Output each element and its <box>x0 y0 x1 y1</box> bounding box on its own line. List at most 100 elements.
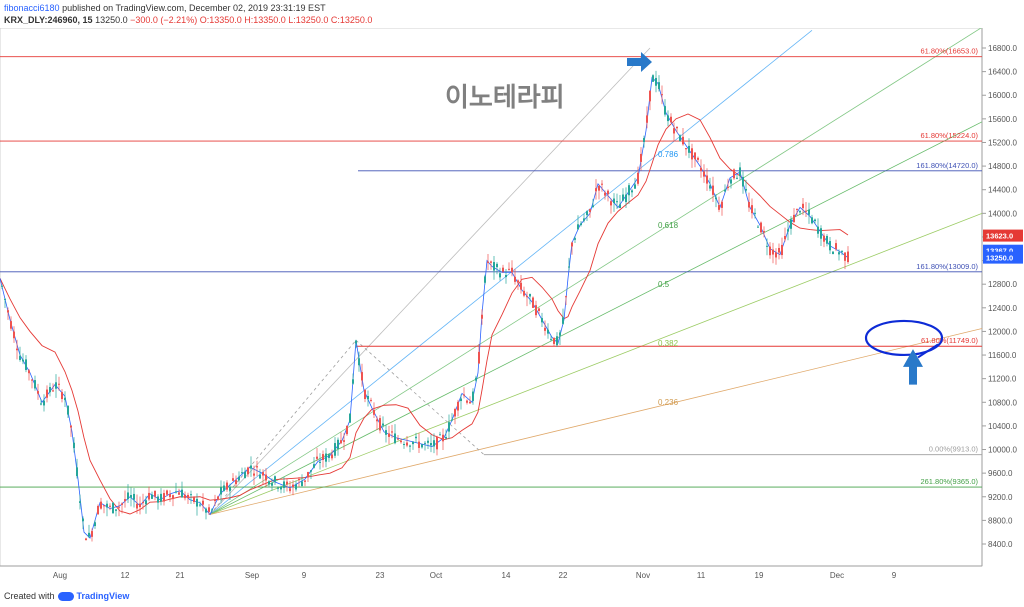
candle-body <box>247 467 249 475</box>
candle-body <box>472 391 474 401</box>
candle-body <box>418 441 420 448</box>
candle-body <box>745 188 747 191</box>
candle-body <box>385 430 387 435</box>
candle-body <box>685 148 687 150</box>
candle-body <box>13 331 15 339</box>
candle-body <box>244 471 246 479</box>
candle-body <box>826 235 828 244</box>
candle-body <box>661 94 663 96</box>
candle-body <box>394 433 396 444</box>
price-tag-label: 13250.0 <box>986 254 1013 263</box>
candle-body <box>688 145 690 153</box>
candle-body <box>166 490 168 495</box>
candle-body <box>844 252 846 261</box>
candle-body <box>493 262 495 271</box>
candle-body <box>340 440 342 444</box>
candle-body <box>346 425 348 435</box>
candle-body <box>757 226 759 228</box>
candle-body <box>283 481 285 488</box>
candle-body <box>370 399 372 401</box>
candle-body <box>814 219 816 222</box>
candle-body <box>622 194 624 201</box>
author-link[interactable]: fibonacci6180 <box>4 3 60 13</box>
candle-body <box>538 308 540 311</box>
candle-body <box>367 395 369 400</box>
candle-body <box>100 501 102 509</box>
candle-body <box>466 400 468 403</box>
candle-body <box>403 444 405 446</box>
candle-body <box>703 171 705 177</box>
y-tick-label: 15200.0 <box>988 138 1017 147</box>
y-tick-label: 9200.0 <box>988 493 1013 502</box>
candle-body <box>553 337 555 344</box>
candle-body <box>619 204 621 208</box>
candle-body <box>382 423 384 426</box>
price-chart[interactable]: 8400.0 8800.0 9200.0 9600.0 10000.0 10400.0 10… <box>0 28 1024 588</box>
candle-body <box>529 293 531 297</box>
symbol-line: KRX_DLY:246960, 15 13250.0 −300.0 (−2.21… <box>4 15 372 25</box>
candle-body <box>73 442 75 449</box>
chart-title: 이노테라피 <box>445 83 565 113</box>
candle-body <box>601 183 603 185</box>
candle-body <box>445 437 447 439</box>
candle-body <box>613 198 615 203</box>
candle-body <box>205 508 207 513</box>
candle-body <box>40 403 42 405</box>
candle-body <box>274 476 276 482</box>
candle-body <box>763 231 765 233</box>
candle-body <box>253 473 255 476</box>
candle-body <box>451 419 453 421</box>
candle-body <box>436 436 438 450</box>
candle-body <box>781 244 783 256</box>
candle-body <box>805 210 807 212</box>
candle-body <box>439 434 441 436</box>
candle-body <box>196 498 198 507</box>
candle-body <box>736 177 738 179</box>
candle-body <box>673 128 675 134</box>
candle-body <box>289 488 291 492</box>
candle-body <box>499 273 501 278</box>
candle-body <box>715 197 717 200</box>
candle-body <box>511 267 513 273</box>
candle-body <box>313 464 315 468</box>
y-tick-label: 10800.0 <box>988 398 1017 407</box>
candle-body <box>55 382 57 389</box>
arrow-up-icon <box>903 349 923 385</box>
candle-body <box>172 495 174 500</box>
candle-body <box>82 518 84 522</box>
y-tick-label: 12400.0 <box>988 304 1017 313</box>
candle-body <box>802 203 804 209</box>
candle-body <box>787 229 789 232</box>
candle-body <box>241 472 243 474</box>
publish-info: published on TradingView.com, December 0… <box>62 3 326 13</box>
candle-body <box>406 442 408 446</box>
candle-body <box>649 90 651 102</box>
fan-line-0618 <box>209 28 982 515</box>
plot-frame <box>0 28 983 567</box>
candle-body <box>580 223 582 226</box>
candle-body <box>526 296 528 298</box>
y-tick-label: 9600.0 <box>988 469 1013 478</box>
candle-body <box>631 190 633 193</box>
candle-body <box>229 486 231 491</box>
candle-body <box>667 115 669 122</box>
x-tick-label: Dec <box>830 571 844 580</box>
candle-body <box>733 169 735 179</box>
candle-body <box>697 157 699 160</box>
candle-body <box>409 445 411 447</box>
x-tick-label: Oct <box>430 571 443 580</box>
candle-body <box>157 496 159 503</box>
candle-body <box>334 443 336 456</box>
candle-body <box>328 454 330 458</box>
candle-body <box>199 504 201 506</box>
candle-body <box>343 440 345 442</box>
candle-body <box>67 405 69 415</box>
candle-body <box>250 465 252 469</box>
candle-body <box>610 201 612 206</box>
candle-body <box>670 116 672 123</box>
arrow-right-icon <box>627 52 652 72</box>
candle-body <box>457 401 459 411</box>
candle-body <box>691 148 693 160</box>
fib-level-label: 61.80%(16653.0) <box>920 47 978 56</box>
tradingview-brand[interactable]: TradingView <box>76 591 130 601</box>
